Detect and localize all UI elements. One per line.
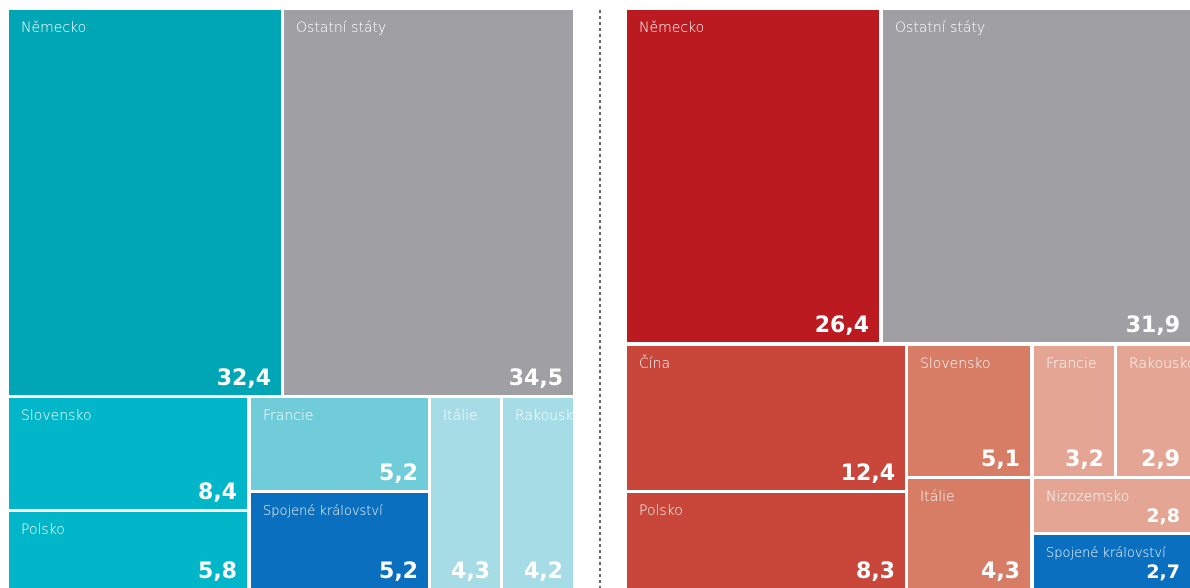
value-label: 5,8 (198, 559, 237, 584)
tile-label: Francie (1046, 356, 1096, 372)
value-label: 12,4 (841, 461, 895, 486)
value-label: 8,4 (198, 480, 237, 505)
value-label: 5,2 (379, 559, 418, 584)
value-label: 34,5 (509, 366, 563, 391)
value-label: 4,3 (451, 559, 490, 584)
tile-label: Francie (263, 408, 313, 424)
tile-label: Itálie (920, 489, 955, 505)
value-label: 3,2 (1065, 447, 1104, 472)
value-label: 26,4 (815, 313, 869, 338)
tile-label: Čína (639, 354, 670, 372)
tile-label: Polsko (21, 522, 65, 538)
tile-label: Spojené království (263, 504, 383, 519)
tile-label: Ostatní státy (895, 20, 985, 36)
value-label: 5,1 (981, 447, 1020, 472)
value-label: 4,3 (981, 559, 1020, 584)
tile-label: Německo (21, 20, 86, 36)
value-label: 5,2 (379, 461, 418, 486)
tile (627, 10, 879, 342)
chart: Německo 32,4 Ostatní státy 34,5 Slovensko 8,4… (0, 0, 1190, 588)
tile (883, 10, 1190, 342)
tile-label: Rakousko (1129, 356, 1190, 372)
tile-label: Polsko (639, 503, 683, 519)
value-label: 2,7 (1146, 561, 1180, 583)
tile-label: Nizozemsko (1046, 489, 1129, 505)
value-label: 32,4 (217, 366, 271, 391)
tile-label: Ostatní státy (296, 20, 386, 36)
value-label: 4,2 (524, 559, 563, 584)
tile-label: Německo (639, 20, 704, 36)
value-label: 8,3 (856, 559, 895, 584)
tile-label: Itálie (443, 408, 478, 424)
value-label: 2,9 (1141, 447, 1180, 472)
value-label: 2,8 (1146, 505, 1180, 527)
tile-label: Spojené království (1046, 546, 1166, 561)
tile-label: Slovensko (21, 408, 92, 424)
tile-label: Slovensko (920, 356, 991, 372)
tile (284, 10, 573, 395)
value-label: 31,9 (1126, 313, 1180, 338)
tile (9, 10, 281, 395)
tile-label: Rakousko (515, 408, 582, 424)
